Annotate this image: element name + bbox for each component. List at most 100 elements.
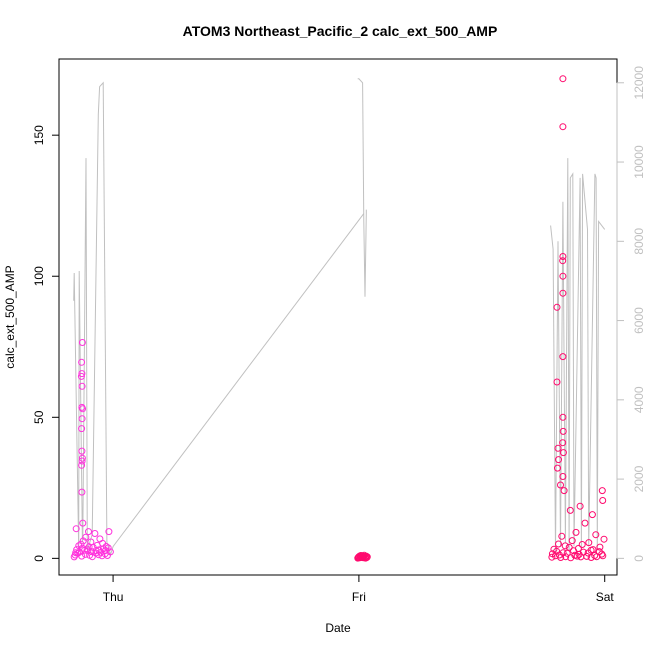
data-point bbox=[95, 551, 103, 559]
data-point bbox=[559, 413, 567, 421]
data-point bbox=[78, 454, 86, 462]
secondary-line-segment-0 bbox=[73, 81, 114, 557]
data-point bbox=[559, 253, 567, 260]
data-point bbox=[600, 535, 608, 543]
data-point bbox=[555, 540, 562, 548]
data-point bbox=[78, 358, 86, 366]
data-point bbox=[572, 528, 580, 536]
x-tick-label: Thu bbox=[103, 590, 124, 604]
data-point bbox=[598, 487, 606, 495]
data-point bbox=[573, 552, 581, 560]
y-tick-label: 0 bbox=[32, 555, 46, 562]
data-point bbox=[559, 272, 567, 280]
x-axis: Thu Fri Sat bbox=[103, 574, 615, 604]
data-point bbox=[561, 542, 569, 550]
data-point bbox=[559, 353, 567, 361]
data-point bbox=[562, 553, 570, 561]
data-point bbox=[559, 439, 567, 447]
data-point bbox=[599, 552, 607, 560]
data-point bbox=[576, 502, 584, 510]
secondary-line-segment-3 bbox=[112, 213, 365, 547]
data-point bbox=[563, 549, 571, 557]
data-point bbox=[88, 553, 96, 561]
data-point bbox=[78, 544, 86, 552]
data-point bbox=[78, 370, 86, 378]
x-tick-label: Fri bbox=[352, 590, 366, 604]
data-point bbox=[78, 552, 86, 560]
data-point bbox=[559, 427, 567, 435]
data-point bbox=[585, 539, 593, 547]
y2-tick-label: 12000 bbox=[632, 66, 646, 100]
data-point bbox=[566, 506, 574, 514]
data-point bbox=[559, 289, 567, 297]
data-point bbox=[579, 548, 587, 556]
data-point bbox=[79, 519, 87, 527]
y-tick-label: 50 bbox=[32, 410, 46, 424]
data-point bbox=[559, 123, 567, 131]
data-point bbox=[78, 425, 86, 433]
data-point bbox=[592, 531, 600, 539]
data-point bbox=[78, 415, 86, 423]
data-point bbox=[553, 303, 561, 311]
y2-tick-label: 2000 bbox=[632, 465, 646, 492]
data-point bbox=[363, 553, 371, 561]
plot-frame bbox=[58, 58, 618, 576]
data-point bbox=[578, 541, 586, 548]
y2-tick-label: 0 bbox=[632, 555, 646, 562]
data-point bbox=[106, 548, 114, 556]
data-point bbox=[78, 339, 86, 346]
data-point bbox=[583, 552, 591, 560]
data-point bbox=[79, 405, 87, 413]
data-point bbox=[84, 547, 92, 555]
data-point bbox=[555, 456, 562, 464]
data-point bbox=[581, 519, 589, 527]
secondary-y-axis: 0 2000 4000 6000 8000 10000 12000 bbox=[616, 66, 646, 562]
data-point bbox=[97, 548, 105, 556]
data-point bbox=[88, 548, 96, 556]
data-point bbox=[91, 530, 99, 537]
data-point bbox=[102, 543, 110, 550]
secondary-line-segment-2 bbox=[550, 158, 606, 553]
y-tick-label: 100 bbox=[32, 266, 46, 286]
y2-tick-label: 10000 bbox=[632, 145, 646, 179]
data-point bbox=[78, 488, 86, 496]
data-point bbox=[105, 528, 113, 536]
data-point bbox=[588, 511, 596, 519]
point-series bbox=[70, 75, 608, 562]
data-point bbox=[96, 535, 104, 543]
data-point bbox=[558, 532, 566, 540]
y2-tick-label: 4000 bbox=[632, 386, 646, 413]
data-point bbox=[553, 378, 561, 386]
y2-tick-label: 8000 bbox=[632, 228, 646, 255]
data-point bbox=[560, 487, 568, 495]
x-axis-label: Date bbox=[325, 621, 351, 635]
data-point bbox=[554, 464, 561, 472]
data-point bbox=[559, 257, 567, 265]
data-point bbox=[557, 481, 564, 489]
data-point bbox=[78, 382, 86, 390]
data-point bbox=[104, 544, 112, 552]
data-point bbox=[554, 444, 562, 452]
x-tick-label: Sat bbox=[596, 590, 615, 604]
data-point bbox=[599, 497, 607, 504]
data-point bbox=[559, 473, 567, 480]
secondary-line-series bbox=[73, 78, 606, 557]
data-point bbox=[77, 372, 85, 380]
data-point bbox=[72, 525, 80, 533]
data-point bbox=[85, 528, 92, 536]
data-point bbox=[559, 449, 567, 457]
data-point bbox=[548, 553, 556, 561]
secondary-line-segment-1 bbox=[357, 78, 367, 297]
data-point bbox=[78, 461, 86, 469]
data-point bbox=[598, 550, 606, 558]
data-point bbox=[78, 457, 86, 465]
y-axis-label: calc_ext_500_AMP bbox=[3, 265, 17, 368]
y2-tick-label: 6000 bbox=[632, 307, 646, 334]
data-point bbox=[568, 537, 576, 545]
data-point bbox=[82, 533, 90, 541]
data-point bbox=[596, 543, 604, 551]
data-point bbox=[565, 543, 573, 551]
data-point bbox=[78, 447, 86, 455]
data-point bbox=[559, 75, 567, 83]
